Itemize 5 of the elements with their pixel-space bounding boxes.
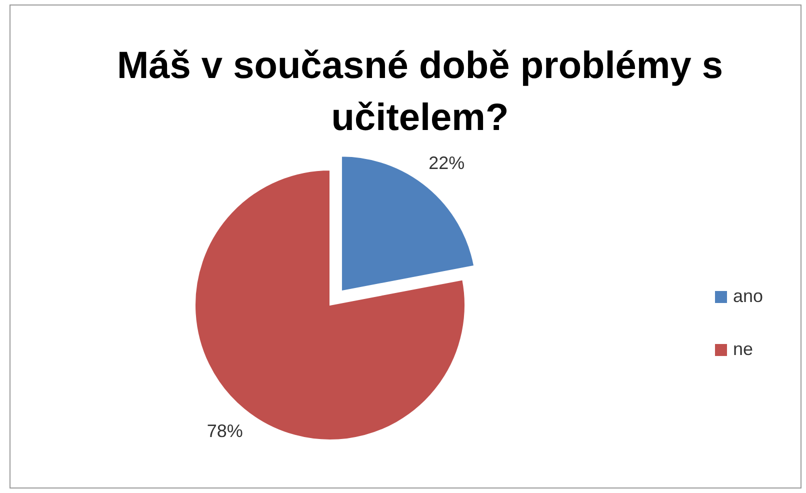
legend-label: ano: [733, 286, 764, 306]
chart-title: Máš v současné době problémy s učitelem?: [116, 45, 724, 139]
data-label: 22%: [428, 152, 465, 173]
data-label: 78%: [206, 420, 243, 441]
legend-label: ne: [733, 338, 754, 359]
